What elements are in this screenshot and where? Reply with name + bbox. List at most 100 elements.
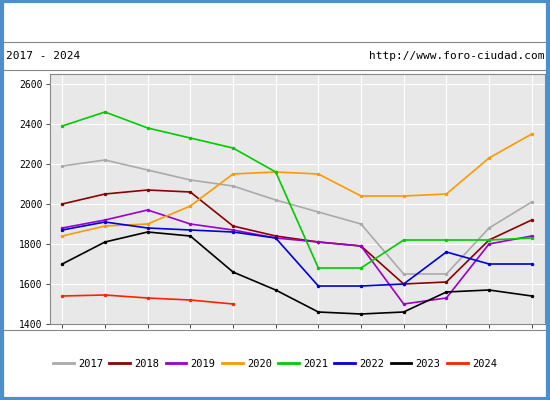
2020 xyxy=(102,224,108,228)
2020 xyxy=(358,194,364,198)
2021 xyxy=(529,236,535,240)
2022 xyxy=(443,250,450,254)
2023 xyxy=(230,270,236,274)
2019 xyxy=(358,244,364,248)
2021 xyxy=(358,266,364,270)
2019 xyxy=(486,242,492,246)
Line: 2019: 2019 xyxy=(61,209,533,305)
2017 xyxy=(486,226,492,230)
2022 xyxy=(400,282,407,286)
2021 xyxy=(59,124,65,128)
Line: 2023: 2023 xyxy=(61,231,533,315)
Line: 2021: 2021 xyxy=(61,111,533,269)
2020 xyxy=(315,172,322,176)
2017 xyxy=(59,164,65,168)
2022 xyxy=(529,262,535,266)
2019 xyxy=(144,208,151,212)
2022 xyxy=(59,228,65,232)
2020 xyxy=(486,156,492,160)
2021 xyxy=(187,136,194,140)
2018 xyxy=(272,234,279,238)
Legend: 2017, 2018, 2019, 2020, 2021, 2022, 2023, 2024: 2017, 2018, 2019, 2020, 2021, 2022, 2023… xyxy=(49,355,501,373)
2017 xyxy=(358,222,364,226)
2021 xyxy=(144,126,151,130)
2020 xyxy=(529,132,535,136)
2019 xyxy=(59,226,65,230)
2018 xyxy=(315,240,322,244)
2023 xyxy=(187,234,194,238)
2019 xyxy=(315,240,322,244)
2017 xyxy=(529,200,535,204)
2023 xyxy=(59,262,65,266)
2019 xyxy=(230,228,236,232)
2018 xyxy=(59,202,65,206)
2021 xyxy=(443,238,450,242)
2022 xyxy=(102,220,108,224)
2021 xyxy=(102,110,108,114)
2018 xyxy=(358,244,364,248)
2021 xyxy=(400,238,407,242)
2020 xyxy=(144,222,151,226)
2017 xyxy=(102,158,108,162)
2018 xyxy=(187,190,194,194)
2018 xyxy=(230,224,236,228)
Line: 2018: 2018 xyxy=(61,189,533,285)
2022 xyxy=(272,236,279,240)
Line: 2017: 2017 xyxy=(61,159,533,275)
2019 xyxy=(443,296,450,300)
Line: 2022: 2022 xyxy=(61,221,533,287)
2021 xyxy=(486,238,492,242)
2018 xyxy=(529,218,535,222)
2018 xyxy=(102,192,108,196)
2023 xyxy=(315,310,322,314)
2022 xyxy=(230,230,236,234)
2022 xyxy=(144,226,151,230)
2017 xyxy=(315,210,322,214)
2017 xyxy=(144,168,151,172)
2018 xyxy=(486,238,492,242)
2017 xyxy=(400,272,407,276)
2017 xyxy=(443,272,450,276)
2017 xyxy=(187,178,194,182)
2019 xyxy=(187,222,194,226)
2021 xyxy=(230,146,236,150)
Text: Evolucion del paro registrado en Mazarrón: Evolucion del paro registrado en Mazarró… xyxy=(96,13,454,29)
2023 xyxy=(272,288,279,292)
2019 xyxy=(102,218,108,222)
2024 xyxy=(59,294,65,298)
2022 xyxy=(486,262,492,266)
2023 xyxy=(529,294,535,298)
2018 xyxy=(400,282,407,286)
2024 xyxy=(187,298,194,302)
2019 xyxy=(400,302,407,306)
2020 xyxy=(187,204,194,208)
2017 xyxy=(272,198,279,202)
Text: 2017 - 2024: 2017 - 2024 xyxy=(6,51,80,61)
2023 xyxy=(443,290,450,294)
2023 xyxy=(102,240,108,244)
2017 xyxy=(230,184,236,188)
2023 xyxy=(400,310,407,314)
2024 xyxy=(144,296,151,300)
2024 xyxy=(230,302,236,306)
2018 xyxy=(443,280,450,284)
2022 xyxy=(315,284,322,288)
2023 xyxy=(486,288,492,292)
2023 xyxy=(144,230,151,234)
Text: http://www.foro-ciudad.com: http://www.foro-ciudad.com xyxy=(369,51,544,61)
2020 xyxy=(230,172,236,176)
2022 xyxy=(358,284,364,288)
2020 xyxy=(443,192,450,196)
2019 xyxy=(529,234,535,238)
2024 xyxy=(102,293,108,298)
2023 xyxy=(358,312,364,316)
2020 xyxy=(59,234,65,238)
2020 xyxy=(400,194,407,198)
Line: 2024: 2024 xyxy=(61,294,234,305)
2021 xyxy=(315,266,322,270)
2020 xyxy=(272,170,279,174)
2021 xyxy=(272,170,279,174)
2018 xyxy=(144,188,151,192)
Line: 2020: 2020 xyxy=(61,133,533,237)
2019 xyxy=(272,236,279,240)
